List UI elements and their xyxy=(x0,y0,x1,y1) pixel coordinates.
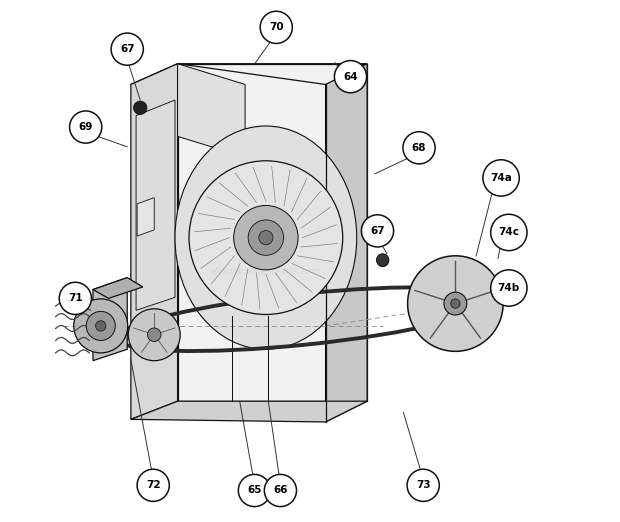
Circle shape xyxy=(86,311,115,340)
Polygon shape xyxy=(93,278,143,299)
Circle shape xyxy=(264,474,296,506)
Circle shape xyxy=(407,469,440,502)
Circle shape xyxy=(111,33,143,65)
Text: 66: 66 xyxy=(273,485,288,495)
Circle shape xyxy=(128,309,180,361)
Polygon shape xyxy=(177,64,245,157)
Circle shape xyxy=(60,282,91,314)
Circle shape xyxy=(133,101,147,115)
Circle shape xyxy=(483,160,519,196)
Text: 65: 65 xyxy=(247,485,262,495)
Polygon shape xyxy=(177,64,367,401)
Circle shape xyxy=(361,215,394,247)
Text: 68: 68 xyxy=(412,143,427,153)
Circle shape xyxy=(248,220,283,255)
Text: 74c: 74c xyxy=(498,228,520,238)
Polygon shape xyxy=(136,100,175,310)
Circle shape xyxy=(403,132,435,164)
Text: 70: 70 xyxy=(269,22,283,32)
Circle shape xyxy=(260,11,293,43)
Polygon shape xyxy=(131,64,177,419)
Text: eReplacementParts.com: eReplacementParts.com xyxy=(211,267,321,276)
Circle shape xyxy=(490,214,527,251)
Circle shape xyxy=(148,328,161,341)
Circle shape xyxy=(334,61,366,93)
Polygon shape xyxy=(131,64,367,85)
Text: 69: 69 xyxy=(79,122,93,132)
Text: 74b: 74b xyxy=(498,283,520,293)
Polygon shape xyxy=(131,401,367,422)
Polygon shape xyxy=(93,278,127,361)
Text: 72: 72 xyxy=(146,480,161,490)
Circle shape xyxy=(451,299,460,309)
Polygon shape xyxy=(326,64,367,422)
Circle shape xyxy=(376,254,389,266)
Circle shape xyxy=(490,270,527,306)
Circle shape xyxy=(74,299,128,353)
Circle shape xyxy=(407,256,503,351)
Text: 74a: 74a xyxy=(490,173,512,183)
Circle shape xyxy=(377,255,388,267)
Circle shape xyxy=(137,469,169,502)
Text: 67: 67 xyxy=(120,44,135,54)
Circle shape xyxy=(259,231,273,245)
Polygon shape xyxy=(137,198,154,236)
Circle shape xyxy=(444,292,467,315)
Text: 71: 71 xyxy=(68,293,82,303)
Circle shape xyxy=(69,111,102,143)
Ellipse shape xyxy=(175,126,356,349)
Circle shape xyxy=(95,321,106,331)
Text: 67: 67 xyxy=(370,226,385,236)
Circle shape xyxy=(238,474,270,506)
Circle shape xyxy=(234,206,298,270)
Text: 64: 64 xyxy=(343,72,358,81)
Circle shape xyxy=(189,161,343,314)
Text: 73: 73 xyxy=(416,480,430,490)
